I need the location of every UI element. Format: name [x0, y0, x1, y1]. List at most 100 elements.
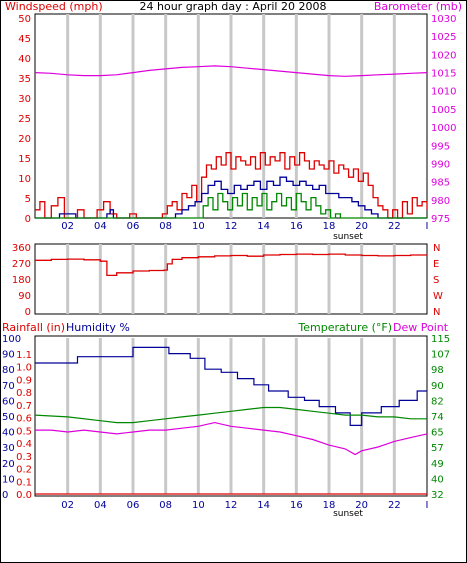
barometer-tick-label: 990 — [431, 159, 450, 170]
x-tick-label: 18 — [323, 221, 336, 232]
barometer-tick-label: 985 — [431, 178, 450, 189]
wind-series — [34, 65, 428, 219]
direction-tick-label: 360 — [12, 243, 31, 254]
humidity-tick-label: 50 — [2, 412, 15, 423]
temperature-tick-label: 65 — [431, 428, 444, 439]
x-tick-label: 08 — [159, 500, 172, 511]
rainfall-tick-label: 0.9 — [16, 375, 32, 386]
barometer-tick-label: 995 — [431, 141, 450, 152]
rainfall-tick-label: 0.2 — [16, 465, 32, 476]
dewpoint-axis-label: Dew Point — [393, 321, 449, 334]
barometer-tick-label: 980 — [431, 196, 450, 207]
x-tick-label: 22 — [388, 221, 401, 232]
dewpoint-line — [35, 421, 428, 456]
barometer-tick-label: 1030 — [431, 14, 456, 25]
windspeed-tick-label: 15 — [18, 154, 31, 165]
direction-line — [35, 253, 428, 277]
wind-x-ticks: 02 04 06 08 10 12 14 16 18 20 22 I — [61, 221, 428, 232]
direction-tick-label: 270 — [12, 259, 31, 270]
barometer-tick-label: 1010 — [431, 87, 456, 98]
humidity-tick-label: 30 — [2, 443, 15, 454]
windspeed-tick-label: 35 — [18, 74, 31, 85]
compass-label: S — [433, 275, 439, 286]
sunset-label-bottom: sunset — [333, 509, 363, 519]
rainfall-tick-label: 0.8 — [16, 388, 32, 399]
barometer-tick-label: 1005 — [431, 105, 456, 116]
x-tick-label: 12 — [225, 500, 238, 511]
direction-series — [35, 253, 428, 277]
humidity-ticks: 0 10 20 30 40 50 60 70 80 90 100 — [2, 334, 21, 501]
direction-ticks: 0 90 180 270 360 — [12, 243, 31, 318]
x-tick-label: 04 — [94, 221, 107, 232]
x-tick-label: 06 — [127, 221, 140, 232]
humidity-tick-label: 20 — [2, 459, 15, 470]
humidity-tick-label: 100 — [2, 334, 21, 345]
x-tick-label: 14 — [257, 500, 270, 511]
rainfall-axis-label: Rainfall (in) — [2, 321, 65, 334]
direction-tick-label: 0 — [25, 307, 31, 318]
barometer-tick-label: 1020 — [431, 50, 456, 61]
barometer-tick-label: 1015 — [431, 69, 456, 80]
windspeed-tick-label: 5 — [25, 194, 31, 205]
windspeed-tick-label: 30 — [18, 94, 31, 105]
compass-label: N — [433, 307, 440, 318]
rainfall-tick-label: 0.3 — [16, 452, 32, 463]
temperature-tick-label: 32 — [431, 490, 444, 501]
barometer-line — [34, 65, 428, 77]
humidity-tick-label: 80 — [2, 365, 15, 376]
wind-grid — [66, 14, 396, 218]
barometer-axis-label: Barometer (mb) — [374, 0, 462, 13]
rainfall-tick-label: 0.5 — [16, 426, 32, 437]
x-tick-label: 14 — [257, 221, 270, 232]
climate-grid — [66, 338, 396, 494]
temperature-axis-label: Temperature (°F) — [297, 321, 392, 334]
temperature-line — [34, 406, 427, 424]
rainfall-tick-label: 1.1 — [16, 350, 32, 361]
x-tick-label: 10 — [192, 500, 205, 511]
temperature-tick-label: 90 — [431, 381, 444, 392]
humidity-tick-label: 0 — [2, 490, 8, 501]
x-tick-label: 08 — [159, 221, 172, 232]
x-tick-label: I — [426, 500, 429, 511]
rainfall-tick-label: 1.0 — [16, 363, 32, 374]
rainfall-tick-label: 0.7 — [16, 401, 32, 412]
x-tick-label: 18 — [323, 500, 336, 511]
windspeed-axis-label: Windspeed (mph) — [5, 0, 103, 13]
x-tick-label: 10 — [192, 221, 205, 232]
compass-label: W — [433, 291, 443, 302]
barometer-tick-label: 975 — [431, 214, 450, 225]
temperature-tick-label: 49 — [431, 459, 444, 470]
rainfall-tick-label: 0.4 — [16, 439, 32, 450]
x-tick-label: 02 — [61, 221, 74, 232]
x-tick-label: 20 — [355, 221, 368, 232]
climate-series — [34, 346, 428, 495]
windspeed-ticks: 0 5 10 15 20 25 30 35 40 45 50 — [18, 14, 31, 225]
x-tick-label: 16 — [290, 500, 303, 511]
temperature-tick-label: 115 — [431, 334, 450, 345]
temperature-tick-label: 40 — [431, 474, 444, 485]
compass-label: E — [433, 259, 439, 270]
windspeed-tick-label: 45 — [18, 34, 31, 45]
humidity-tick-label: 10 — [2, 474, 15, 485]
rainfall-tick-label: 0.0 — [16, 490, 32, 501]
climate-x-ticks: 02 04 06 08 10 12 14 16 18 20 22 I — [61, 500, 428, 511]
compass-label: N — [433, 243, 440, 254]
humidity-axis-label: Humidity % — [66, 321, 130, 334]
windspeed-tick-label: 10 — [18, 174, 31, 185]
x-tick-label: 22 — [388, 500, 401, 511]
humidity-tick-label: 70 — [2, 381, 15, 392]
barometer-tick-label: 1000 — [431, 123, 456, 134]
direction-tick-label: 90 — [18, 291, 31, 302]
x-tick-label: I — [426, 221, 429, 232]
x-tick-label: 04 — [94, 500, 107, 511]
direction-tick-label: 180 — [12, 275, 31, 286]
temperature-tick-label: 107 — [431, 350, 450, 361]
windspeed-tick-label: 50 — [18, 14, 31, 25]
humidity-tick-label: 60 — [2, 396, 15, 407]
temperature-tick-label: 82 — [431, 396, 444, 407]
temperature-ticks: 32 40 49 57 65 74 82 90 98 107 115 — [431, 334, 450, 501]
windspeed-tick-label: 25 — [18, 114, 31, 125]
temperature-tick-label: 57 — [431, 443, 444, 454]
wind_min-line — [35, 192, 427, 219]
